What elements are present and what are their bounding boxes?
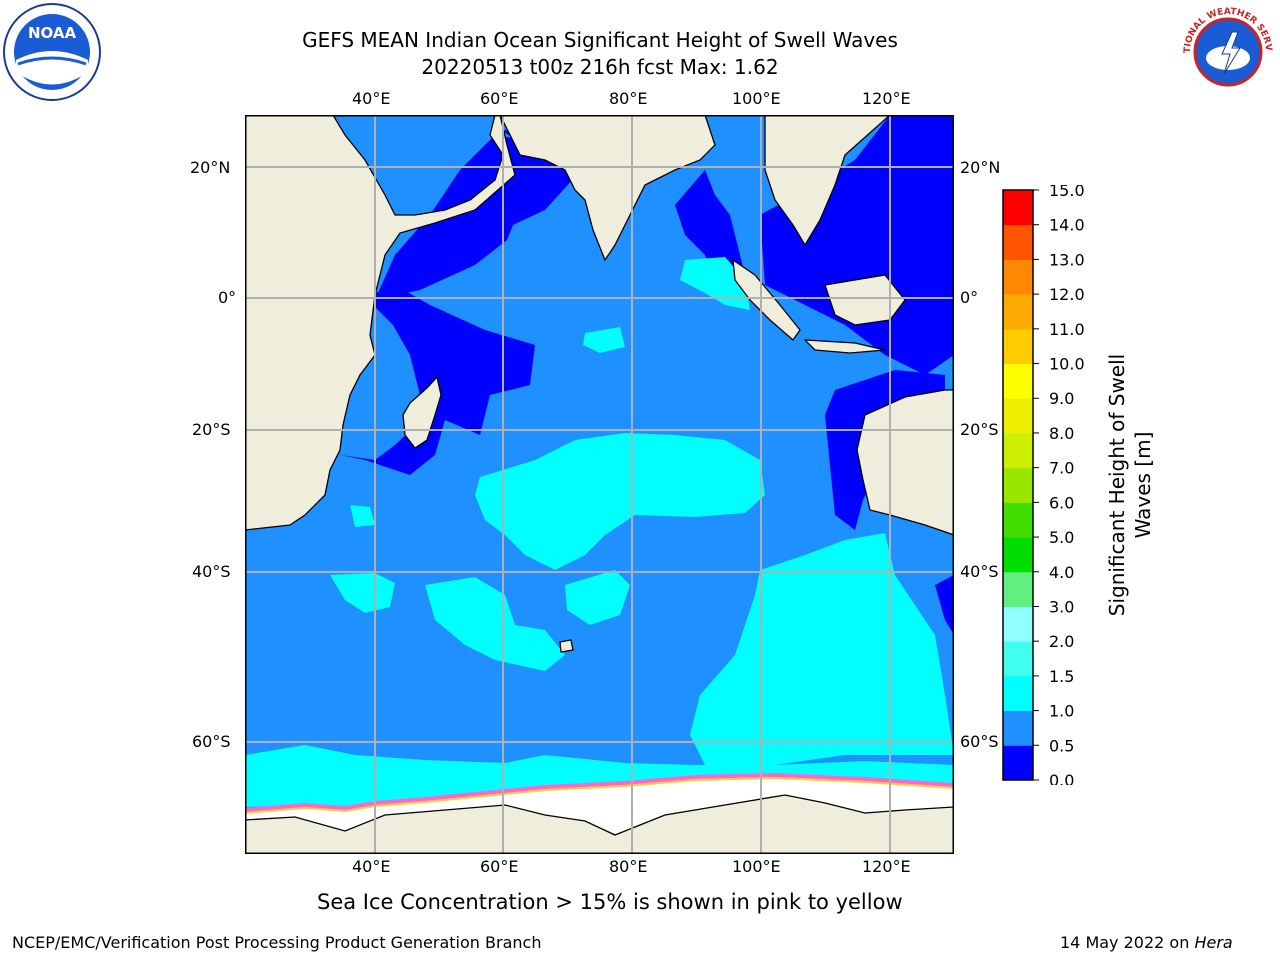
colorbar-label-line1: Significant Height of Swell <box>1105 353 1129 617</box>
sea-ice-edge-yellow <box>245 776 954 814</box>
colorbar-segment <box>1003 502 1033 538</box>
colorbar-tick-label: 11.0 <box>1049 320 1085 339</box>
colorbar-tick-label: 0.0 <box>1049 771 1074 785</box>
colorbar-tick-label: 0.5 <box>1049 736 1074 755</box>
colorbar-tick-label: 2.0 <box>1049 632 1074 651</box>
colorbar-segment <box>1003 294 1033 330</box>
footer-branch: NCEP/EMC/Verification Post Processing Pr… <box>12 933 542 952</box>
colorbar-tick-label: 9.0 <box>1049 389 1074 408</box>
sea-ice-edge <box>245 772 954 812</box>
colorbar-tick-label: 3.0 <box>1049 597 1074 616</box>
lat-tick-left: 60°S <box>192 732 231 751</box>
colorbar-segment <box>1003 224 1033 260</box>
map-title-line2: 20220513 t00z 216h fcst Max: 1.62 <box>421 55 779 79</box>
colorbar-segment <box>1003 710 1033 746</box>
colorbar-tick-label: 8.0 <box>1049 424 1074 443</box>
colorbar-segment <box>1003 675 1033 712</box>
lat-tick-left: 20°N <box>190 158 231 177</box>
colorbar-segment <box>1003 571 1033 607</box>
colorbar-tick-label: 4.0 <box>1049 563 1074 582</box>
colorbar: 0.0 0.5 1.0 1.5 2.0 3.0 4.0 5.0 6.0 7.0 8.0 9.0 10.0… <box>1002 185 1085 785</box>
colorbar-tick-label: 6.0 <box>1049 493 1074 512</box>
noaa-logo: NOAA <box>2 2 102 102</box>
colorbar-segment <box>1003 259 1033 295</box>
footer-date-text: 14 May 2022 on <box>1060 933 1195 952</box>
colorbar-segment <box>1003 363 1033 399</box>
svg-text:NOAA: NOAA <box>28 24 77 42</box>
colorbar-segment <box>1003 190 1033 226</box>
footer-date: 14 May 2022 on Hera <box>1060 933 1233 952</box>
map-frame <box>245 115 954 854</box>
lat-tick-left: 0° <box>218 288 237 307</box>
land <box>245 115 954 854</box>
lon-tick-bottom: 60°E <box>480 857 519 876</box>
lat-tick-right: 0° <box>960 288 979 307</box>
colorbar-segment <box>1003 606 1033 642</box>
colorbar-segment <box>1003 328 1033 365</box>
lon-tick-bottom: 40°E <box>352 857 391 876</box>
colorbar-segment <box>1003 467 1033 503</box>
lon-tick-top: 120°E <box>862 89 911 108</box>
swell-height-map <box>245 115 954 854</box>
colorbar-tick-label: 15.0 <box>1049 185 1085 200</box>
colorbar-tick-label: 1.5 <box>1049 667 1074 686</box>
colorbar-label-line2: Waves [m] <box>1131 431 1155 539</box>
colorbar-frame <box>1002 189 1034 781</box>
colorbar-tick-label: 7.0 <box>1049 459 1074 478</box>
colorbar-tick-label: 12.0 <box>1049 285 1085 304</box>
footer-host: Hera <box>1194 933 1233 952</box>
lat-tick-right: 60°S <box>960 732 999 751</box>
lon-tick-bottom: 80°E <box>609 857 648 876</box>
lat-tick-right: 20°S <box>960 420 999 439</box>
lat-tick-left: 40°S <box>192 562 231 581</box>
colorbar-tick-label: 1.0 <box>1049 702 1074 721</box>
colorbar-tick-label: 10.0 <box>1049 355 1085 374</box>
lon-tick-top: 40°E <box>352 89 391 108</box>
colorbar-segment <box>1003 745 1033 781</box>
sea-ice-caption: Sea Ice Concentration > 15% is shown in … <box>317 890 903 914</box>
colorbar-tick-label: 14.0 <box>1049 216 1085 235</box>
colorbar-segment <box>1003 537 1033 573</box>
nws-logo: NATIONAL WEATHER SERVICE <box>1174 0 1278 102</box>
lon-tick-top: 80°E <box>609 89 648 108</box>
lon-tick-top: 100°E <box>732 89 781 108</box>
lon-tick-top: 60°E <box>480 89 519 108</box>
colorbar-segment <box>1003 432 1033 469</box>
colorbar-tick-label: 5.0 <box>1049 528 1074 547</box>
colorbar-segment <box>1003 641 1033 677</box>
high-swell-regions <box>245 257 954 810</box>
colorbar-tick-label: 13.0 <box>1049 250 1085 269</box>
lat-tick-left: 20°S <box>192 420 231 439</box>
lat-tick-right: 20°N <box>960 158 1001 177</box>
graticule <box>245 115 954 854</box>
lat-tick-right: 40°S <box>960 562 999 581</box>
lon-tick-bottom: 100°E <box>732 857 781 876</box>
map-title-line1: GEFS MEAN Indian Ocean Significant Heigh… <box>302 28 898 52</box>
lon-tick-bottom: 120°E <box>862 857 911 876</box>
colorbar-segment <box>1003 398 1033 434</box>
